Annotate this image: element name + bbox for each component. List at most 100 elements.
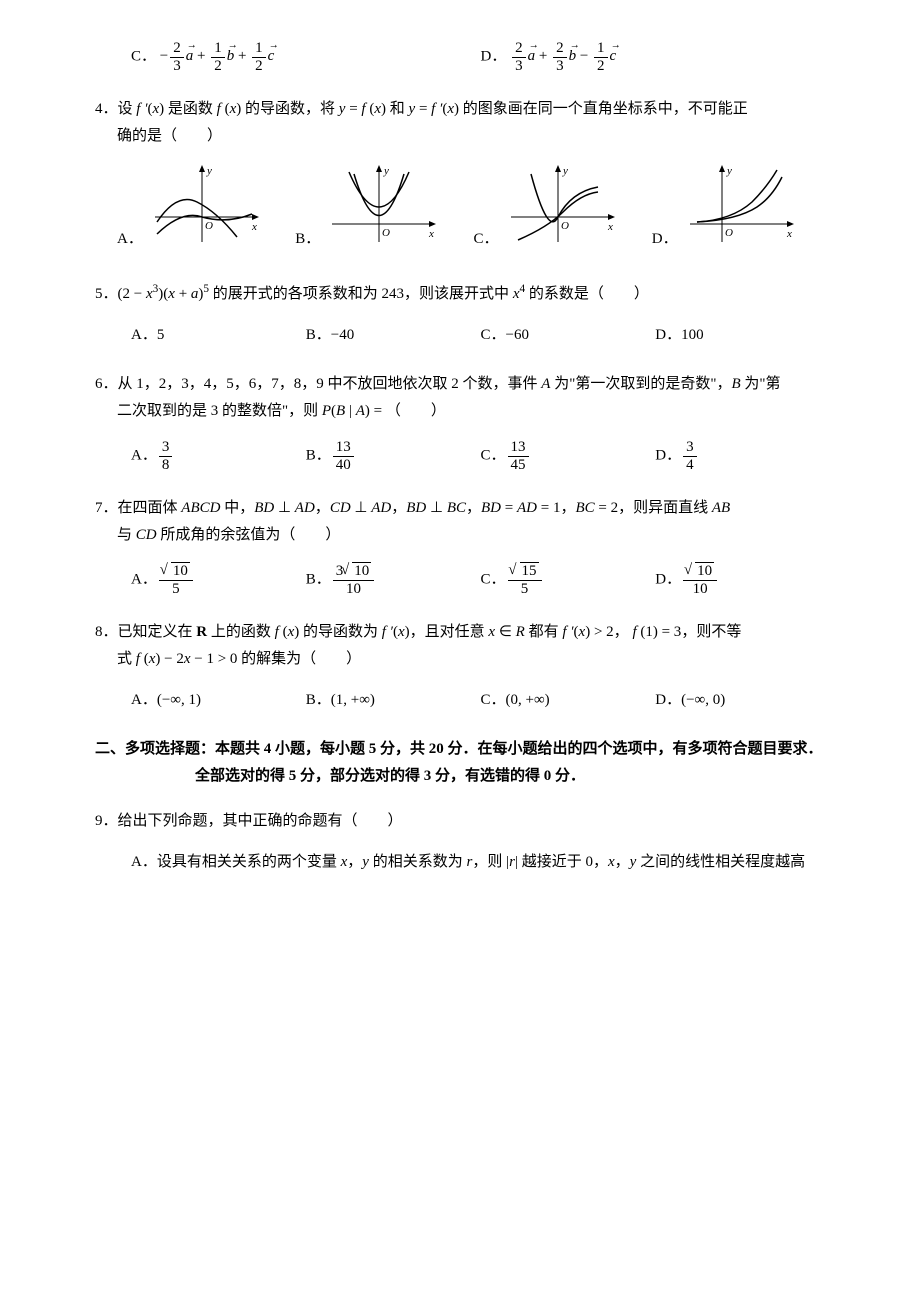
question-text: 9．给出下列命题，其中正确的命题有（ ） [95, 808, 830, 835]
t: ， [615, 854, 630, 870]
q-num: 5． [95, 286, 118, 302]
svg-text:x: x [251, 221, 257, 233]
t: 越接近于 0， [522, 854, 608, 870]
l: A． [131, 571, 157, 587]
t: 上的函数 [207, 624, 271, 640]
option-b: B．(1, +∞) [306, 687, 481, 714]
q-num: 4． [95, 101, 118, 117]
q-num: 8． [95, 624, 118, 640]
t: 和 [390, 101, 405, 117]
opt-label: A． [117, 226, 143, 257]
t: 二次取到的是 3 的整数倍"，则 [117, 403, 322, 419]
graph-c: C． y x O [474, 162, 652, 257]
option-c: C．−60 [481, 322, 656, 349]
t: ， [391, 500, 406, 516]
option-b: B．−40 [306, 322, 481, 349]
question-text: 7．在四面体 ABCD 中，BD ⊥ AD，CD ⊥ AD，BD ⊥ BC，BD… [95, 495, 830, 522]
question-4: 4．设 f ′(x) 是函数 f (x) 的导函数，将 y = f (x) 和 … [95, 96, 830, 257]
q-num: 7． [95, 500, 118, 516]
t: 的图象画在同一个直角坐标系中，不可能正 [463, 101, 748, 117]
t: 中， [220, 500, 254, 516]
q-num: 6． [95, 376, 118, 392]
option-c: C．155 [481, 563, 656, 597]
t: 式 [117, 651, 132, 667]
t: 在四面体 [118, 500, 182, 516]
option-a: A．设具有相关关系的两个变量 x，y 的相关系数为 r，则 |r| 越接近于 0… [95, 849, 830, 876]
question-text: 6．从 1，2，3，4，5，6，7，8，9 中不放回地依次取 2 个数，事件 A… [95, 371, 830, 398]
svg-text:x: x [428, 228, 434, 240]
l: C． [481, 571, 506, 587]
options-row: C． −23a + 12b + 12c D． 23a + 23b − 12c [95, 40, 830, 74]
t: 为"第一次取到的是奇数"， [550, 376, 731, 392]
option-a: A．(−∞, 1) [131, 687, 306, 714]
t: ， [347, 854, 362, 870]
opt-label: C． [474, 226, 499, 257]
t: A．设具有相关关系的两个变量 [131, 854, 341, 870]
svg-text:y: y [726, 165, 732, 177]
question-8: 8．已知定义在 R 上的函数 f (x) 的导函数为 f ′(x)，且对任意 x… [95, 619, 830, 714]
question-cont: 式 f (x) − 2x − 1 > 0 的解集为（ ） [95, 646, 830, 673]
svg-text:O: O [725, 227, 733, 239]
t: AB [712, 500, 730, 516]
l: D． [655, 571, 681, 587]
question-cont: 确的是（ ） [95, 123, 830, 150]
graph-c-svg: y x O [503, 162, 623, 257]
t: R [196, 624, 207, 640]
svg-text:O: O [205, 220, 213, 232]
t: 所成角的余弦值为（ ） [157, 527, 341, 543]
opt-label: B． [295, 226, 320, 257]
options-row: A．105 B．31010 C．155 D．1010 [95, 563, 830, 597]
t: ， [560, 500, 575, 516]
option-d: D．34 [655, 439, 830, 473]
t: ABCD [181, 500, 220, 516]
option-label: D． [481, 48, 507, 64]
t: CD [136, 527, 157, 543]
options-row: A．38 B．1340 C．1345 D．34 [95, 439, 830, 473]
option-a: A．105 [131, 563, 306, 597]
option-c: C．(0, +∞) [481, 687, 656, 714]
question-3-options: C． −23a + 12b + 12c D． 23a + 23b − 12c [95, 40, 830, 74]
t: 的系数是（ ） [529, 286, 649, 302]
options-row: A．(−∞, 1) B．(1, +∞) C．(0, +∞) D．(−∞, 0) [95, 687, 830, 714]
svg-text:O: O [382, 227, 390, 239]
t: 设 [118, 101, 133, 117]
option-d: D．(−∞, 0) [655, 687, 830, 714]
option-expr: −23a + 12b + 12c [160, 48, 275, 64]
t: 为"第 [741, 376, 781, 392]
l: B． [306, 571, 331, 587]
graph-d-svg: y x O [682, 162, 802, 257]
t: 的解集为（ ） [241, 651, 361, 667]
t: ， [315, 500, 330, 516]
t: 的导函数为 [303, 624, 378, 640]
t: ，则不等 [681, 624, 741, 640]
l: C． [481, 447, 506, 463]
svg-text:x: x [607, 221, 613, 233]
l: D． [655, 447, 681, 463]
t: 从 1，2，3，4，5，6，7，8，9 中不放回地依次取 2 个数，事件 [118, 376, 542, 392]
option-label: C． [131, 48, 156, 64]
t: 已知定义在 [118, 624, 197, 640]
option-expr: 23a + 23b − 12c [510, 48, 616, 64]
t: ，则异面直线 [618, 500, 712, 516]
l: B． [306, 447, 331, 463]
t: 之间的线性相关程度越高 [636, 854, 805, 870]
question-7: 7．在四面体 ABCD 中，BD ⊥ AD，CD ⊥ AD，BD ⊥ BC，BD… [95, 495, 830, 597]
t: ， [614, 624, 629, 640]
t: 的相关系数为 [369, 854, 467, 870]
t: ， [466, 500, 481, 516]
question-text: 4．设 f ′(x) 是函数 f (x) 的导函数，将 y = f (x) 和 … [95, 96, 830, 123]
t: 是函数 [168, 101, 213, 117]
question-5: 5．(2 − x3)(x + a)5 的展开式的各项系数和为 243，则该展开式… [95, 279, 830, 349]
svg-text:y: y [562, 165, 568, 177]
graph-b-svg: y x O [324, 162, 444, 257]
svg-text:O: O [561, 220, 569, 232]
graph-a-svg: y x O [147, 162, 267, 257]
question-9: 9．给出下列命题，其中正确的命题有（ ） A．设具有相关关系的两个变量 x，y … [95, 808, 830, 876]
option-d: D．1010 [655, 563, 830, 597]
graphs-row: A． y x O B． y x O [95, 162, 830, 257]
question-text: 5．(2 − x3)(x + a)5 的展开式的各项系数和为 243，则该展开式… [95, 279, 830, 308]
svg-text:y: y [206, 165, 212, 177]
l: A． [131, 447, 157, 463]
option-c: C．1345 [481, 439, 656, 473]
t: 的导函数，将 [245, 101, 335, 117]
